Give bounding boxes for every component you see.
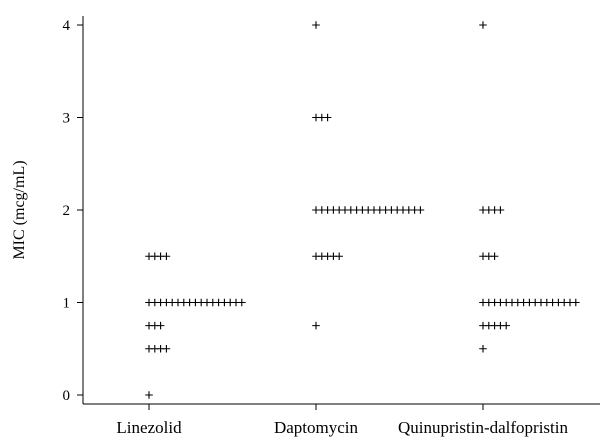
y-tick-label: 4 [63, 18, 71, 34]
data-point [238, 298, 246, 307]
x-category-label: Linezolid [116, 418, 182, 437]
data-point [323, 113, 332, 122]
y-ticks: 0 1 2 3 4 [63, 18, 83, 404]
y-tick-label: 0 [63, 388, 71, 404]
data-point [496, 206, 505, 214]
data-point [490, 252, 499, 261]
x-category-label: Daptomycin [274, 418, 359, 437]
data-point [312, 21, 320, 29]
data-point [479, 344, 487, 353]
data-point [162, 344, 171, 353]
data-point [145, 391, 153, 399]
y-tick-label: 1 [63, 296, 71, 312]
y-tick-label: 3 [63, 111, 71, 127]
x-ticks: Linezolid Daptomycin Quinupristin-dalfopri… [116, 404, 568, 437]
data-point [572, 298, 580, 307]
data-point [502, 321, 510, 330]
data-point [312, 321, 320, 330]
x-category-label: Quinupristin-dalfopristin [398, 418, 568, 437]
data-point [162, 252, 171, 261]
y-axis-title: MIC (mcg/mL) [11, 160, 28, 259]
data-marks [145, 21, 580, 399]
data-point [479, 21, 487, 29]
y-tick-label: 2 [63, 203, 71, 219]
data-point [335, 252, 343, 261]
data-point [156, 321, 165, 330]
data-point [416, 206, 425, 214]
